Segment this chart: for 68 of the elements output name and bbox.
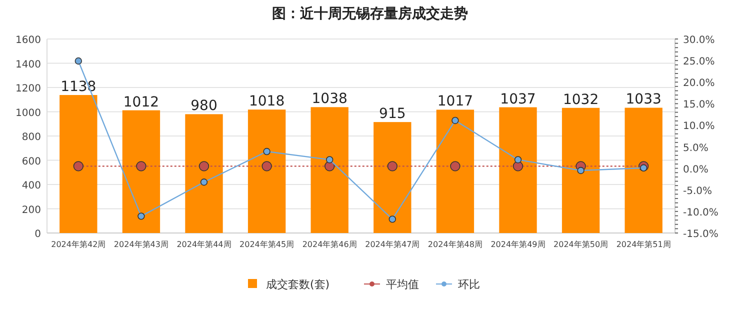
y-tick-label: 1400	[16, 59, 41, 70]
data-label: 1017	[437, 94, 474, 110]
point	[388, 216, 396, 223]
data-label: 1033	[626, 92, 662, 108]
data-label: 1012	[123, 94, 160, 110]
point	[263, 148, 270, 156]
legend-label: 平均值	[386, 278, 419, 291]
data-label: 1037	[500, 91, 536, 108]
point	[452, 116, 459, 124]
x-tick-label: 2024年第47周	[365, 240, 420, 249]
data-label: 980	[190, 98, 218, 114]
point	[514, 156, 522, 164]
y-tick-label: 0	[34, 229, 41, 240]
x-tick-label: 2024年第51周	[616, 240, 671, 249]
point	[640, 164, 648, 172]
y-tick-label: 400	[22, 180, 41, 192]
bar	[624, 108, 662, 233]
bar	[436, 110, 474, 233]
y2-tick-label: -10.0%	[683, 207, 718, 218]
bar	[185, 114, 223, 233]
point	[136, 161, 146, 172]
point	[138, 212, 145, 220]
bar	[310, 107, 348, 233]
y2-tick-label: 10.0%	[683, 121, 715, 132]
point	[577, 166, 584, 174]
point	[198, 161, 210, 172]
x-tick-label: 2024年第46周	[302, 240, 357, 249]
point	[74, 57, 82, 65]
y2-tick-label: 0.0%	[683, 164, 708, 176]
y2-tick-label: 20.0%	[683, 78, 715, 90]
y-tick-label: 600	[22, 156, 41, 168]
bar	[562, 108, 600, 233]
x-tick-label: 2024年第49周	[490, 240, 546, 249]
x-tick-label: 2024年第43周	[114, 240, 168, 249]
x-tick-label: 2024年第50周	[554, 240, 608, 249]
x-tick-label: 2024年第44周	[176, 240, 232, 249]
x-tick-label: 2024年第42周	[51, 240, 106, 249]
point	[200, 178, 208, 186]
y2-tick-label: -5.0%	[683, 186, 712, 197]
y-tick-label: 1200	[16, 84, 41, 94]
bar	[122, 110, 160, 233]
point	[262, 161, 272, 172]
chart-title: 图：近十周无锡存量房成交走势	[272, 5, 468, 22]
y2-tick-label: 15.0%	[683, 100, 715, 111]
bar	[499, 107, 537, 233]
y-tick-label: 1000	[16, 108, 41, 119]
y2-tick-label: 5.0%	[683, 142, 708, 154]
x-tick-label: 2024年第45周	[240, 240, 294, 249]
y-tick-label: 200	[22, 204, 41, 216]
y-tick-label: 800	[22, 132, 41, 143]
y2-tick-label: -15.0%	[683, 229, 718, 240]
y-tick-label: 1600	[16, 35, 41, 46]
x-tick-label: 2024年第48周	[428, 240, 482, 249]
bar	[248, 110, 286, 233]
point	[450, 161, 460, 172]
legend-label: 成交套数(套)	[266, 278, 330, 291]
bar	[60, 95, 98, 233]
y2-tick-label: 25.0%	[683, 56, 715, 68]
bar	[374, 122, 412, 233]
data-label: 915	[379, 106, 406, 122]
y2-tick-label: 30.0%	[683, 35, 715, 46]
legend-label: 环比	[458, 278, 480, 291]
point	[326, 156, 334, 164]
point	[387, 161, 398, 172]
point	[73, 161, 84, 172]
data-label: 1038	[312, 91, 348, 108]
data-label: 1032	[562, 92, 599, 108]
data-label: 1018	[248, 94, 285, 110]
